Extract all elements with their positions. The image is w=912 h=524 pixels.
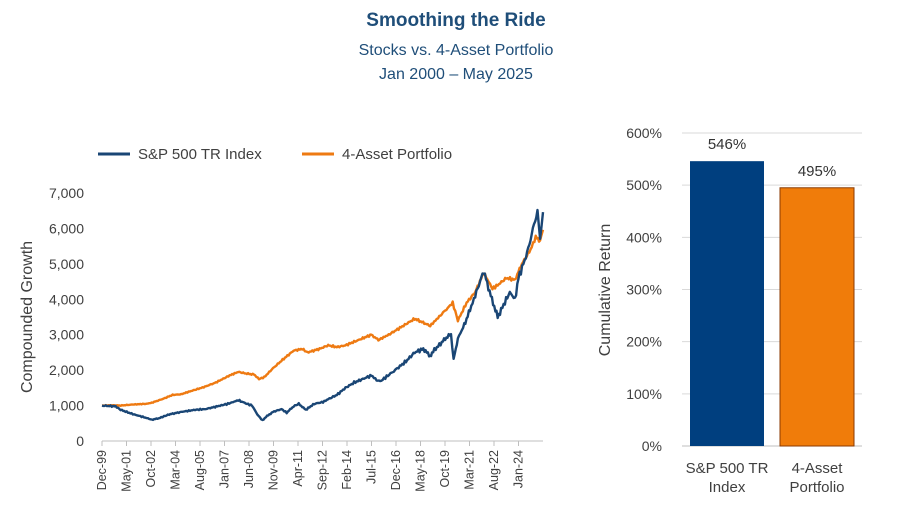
line-y-tick-label: 6,000 — [49, 220, 84, 236]
chart-title: Smoothing the Ride — [366, 10, 546, 31]
line-y-tick-label: 3,000 — [49, 327, 84, 343]
line-x-tick-label: Jul-15 — [365, 450, 379, 484]
line-x-tick-label: Sep-12 — [316, 450, 330, 490]
line-series-sp500 — [101, 208, 545, 422]
bar-y-tick-label: 400% — [626, 229, 662, 245]
legend: S&P 500 TR Index 4-Asset Portfolio — [98, 146, 452, 163]
bar-category-label: S&P 500 TR — [686, 460, 769, 477]
bar-chart-data-labels: 546% 495% — [708, 136, 836, 180]
line-x-tick-label: Jan-24 — [512, 450, 526, 488]
legend-label-portfolio: 4-Asset Portfolio — [342, 146, 452, 163]
bar-y-tick-label: 600% — [626, 125, 662, 141]
bar-data-label: 495% — [798, 163, 836, 180]
bar-sp500 — [690, 161, 764, 447]
line-chart-y-ticks: 0 1,000 2,000 3,000 4,000 5,000 6,000 7,000 — [49, 185, 84, 449]
bar-chart-category-labels: S&P 500 TR Index 4-Asset Portfolio — [686, 460, 845, 496]
line-chart-x-ticks: Dec-99 May-01 Oct-02 Mar-04 Aug-05 Jan-07 Jun-… — [95, 441, 526, 492]
line-x-tick-label: Feb-14 — [340, 450, 354, 490]
line-x-tick-label: Mar-04 — [169, 450, 183, 490]
legend-label-sp500: S&P 500 TR Index — [138, 146, 262, 163]
bar-y-tick-label: 200% — [626, 334, 662, 350]
line-y-tick-label: 7,000 — [49, 185, 84, 201]
line-x-tick-label: May-01 — [120, 450, 134, 492]
line-y-tick-label: 4,000 — [49, 291, 84, 307]
line-x-tick-label: Mar-21 — [463, 450, 477, 490]
chart-date-range: Jan 2000 – May 2025 — [379, 66, 533, 83]
line-x-tick-label: Nov-09 — [267, 450, 281, 490]
line-chart: Compounded Growth 0 1,000 2,000 3,000 4,000 5… — [19, 146, 545, 492]
bar-y-tick-label: 300% — [626, 282, 662, 298]
line-x-tick-label: Oct-19 — [438, 450, 452, 488]
line-y-tick-label: 2,000 — [49, 362, 84, 378]
line-x-tick-label: Jun-08 — [242, 450, 256, 488]
line-x-tick-label: May-18 — [414, 450, 428, 492]
bar-data-label: 546% — [708, 136, 746, 153]
bar-portfolio — [779, 187, 855, 447]
bar-chart-y-ticks: 0% 100% 200% 300% 400% 500% 600% — [626, 125, 662, 454]
line-x-tick-label: Dec-16 — [389, 450, 403, 490]
line-x-tick-label: Aug-05 — [193, 450, 207, 490]
line-x-tick-label: Oct-02 — [144, 450, 158, 488]
line-x-tick-label: Aug-22 — [487, 450, 501, 490]
line-y-tick-label: 5,000 — [49, 256, 84, 272]
line-chart-y-axis-title: Compounded Growth — [19, 241, 36, 393]
bar-chart: Cumulative Return 0% 100% 200% 300% 400% 500%… — [597, 125, 862, 496]
line-x-tick-label: Apr-11 — [291, 450, 305, 487]
bar-chart-bars — [690, 161, 855, 447]
bar-y-tick-label: 500% — [626, 177, 662, 193]
bar-chart-y-axis-title: Cumulative Return — [597, 224, 614, 357]
line-chart-series — [101, 208, 545, 422]
bar-y-tick-label: 100% — [626, 386, 662, 402]
bar-category-label: 4-Asset — [792, 460, 844, 477]
chart-subtitle: Stocks vs. 4-Asset Portfolio — [358, 42, 554, 59]
bar-y-tick-label: 0% — [642, 438, 662, 454]
line-x-tick-label: Dec-99 — [95, 450, 109, 490]
line-y-tick-label: 0 — [76, 433, 84, 449]
bar-category-label: Index — [709, 479, 746, 496]
line-series-portfolio — [101, 229, 545, 408]
bar-category-label: Portfolio — [789, 479, 844, 496]
line-x-tick-label: Jan-07 — [218, 450, 232, 488]
line-y-tick-label: 1,000 — [49, 398, 84, 414]
